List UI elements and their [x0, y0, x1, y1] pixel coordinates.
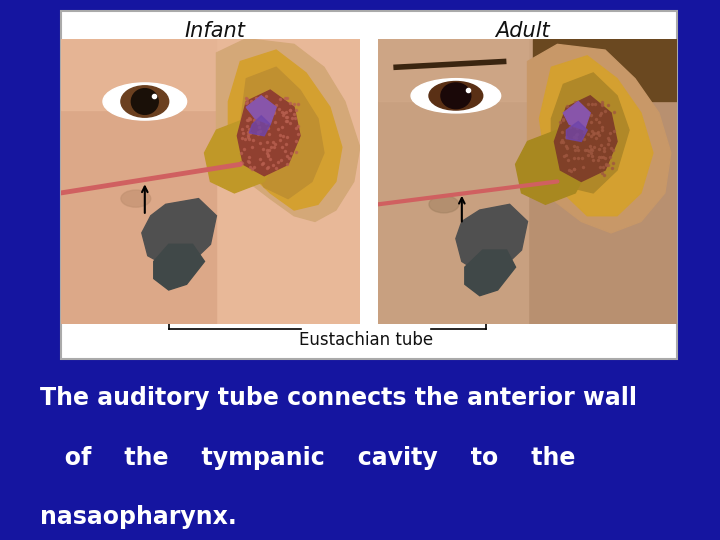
Bar — [61, 39, 360, 110]
Polygon shape — [516, 130, 588, 204]
Polygon shape — [142, 199, 217, 267]
Polygon shape — [154, 244, 204, 290]
Ellipse shape — [131, 89, 158, 114]
Polygon shape — [240, 67, 324, 199]
Polygon shape — [554, 96, 617, 181]
Polygon shape — [563, 102, 590, 130]
Text: Adult: Adult — [495, 21, 550, 41]
Text: Eustachian tube: Eustachian tube — [299, 331, 433, 349]
Ellipse shape — [441, 83, 471, 109]
Polygon shape — [238, 90, 300, 176]
Polygon shape — [552, 73, 629, 193]
Polygon shape — [217, 39, 360, 221]
Bar — [378, 39, 528, 324]
Ellipse shape — [103, 83, 186, 120]
Ellipse shape — [429, 195, 459, 213]
Bar — [61, 11, 677, 359]
Text: of    the    tympanic    cavity    to    the: of the tympanic cavity to the — [40, 446, 575, 469]
Ellipse shape — [411, 79, 500, 113]
Polygon shape — [567, 122, 588, 141]
Bar — [534, 39, 677, 102]
Bar — [61, 39, 217, 324]
Polygon shape — [539, 56, 653, 216]
Text: nasaopharynx.: nasaopharynx. — [40, 505, 236, 529]
Polygon shape — [228, 50, 342, 210]
Polygon shape — [528, 44, 671, 233]
Polygon shape — [204, 119, 276, 193]
Ellipse shape — [429, 82, 482, 110]
Text: The auditory tube connects the anterior wall: The auditory tube connects the anterior … — [40, 386, 636, 410]
Text: Infant: Infant — [184, 21, 246, 41]
Bar — [378, 39, 677, 102]
Ellipse shape — [121, 190, 150, 207]
Polygon shape — [465, 250, 516, 296]
Polygon shape — [249, 116, 270, 136]
Polygon shape — [456, 204, 528, 273]
Polygon shape — [246, 96, 276, 124]
Ellipse shape — [121, 86, 168, 117]
